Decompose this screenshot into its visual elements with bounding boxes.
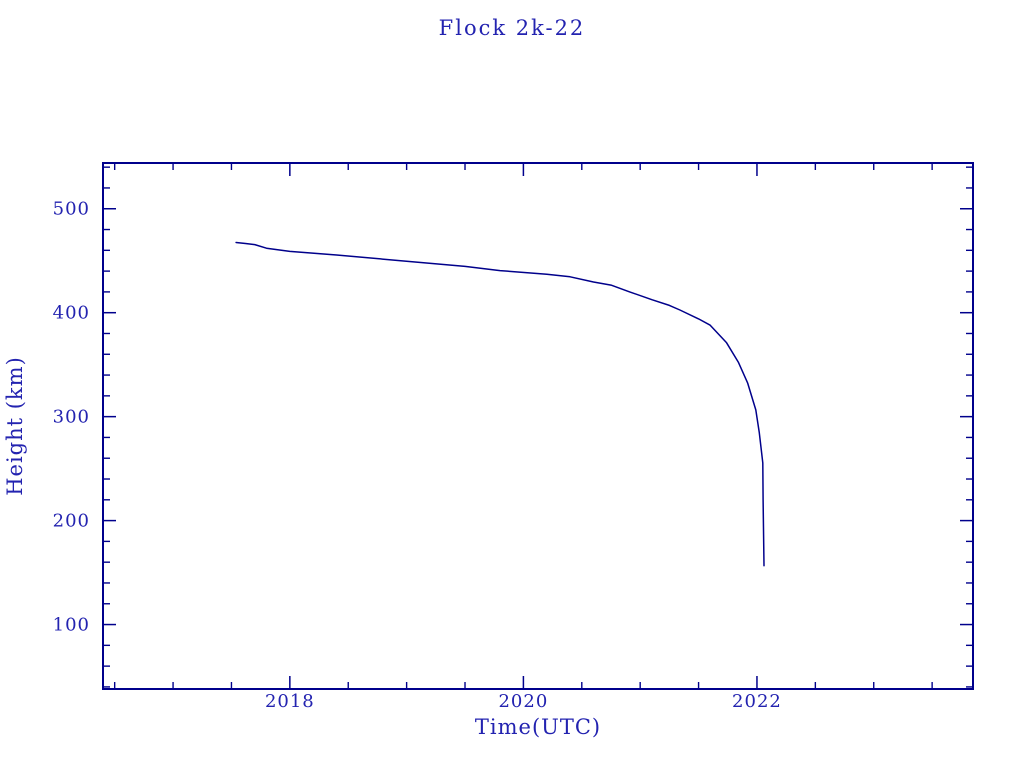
y-tick-label: 100 xyxy=(53,615,90,636)
y-tick-label: 200 xyxy=(53,511,90,532)
x-axis-label: Time(UTC) xyxy=(474,715,602,739)
height-curve xyxy=(235,241,765,567)
y-tick-label: 500 xyxy=(53,199,90,220)
x-tick-label: 2022 xyxy=(732,691,782,712)
y-tick-label: 300 xyxy=(53,407,90,428)
chart-title: Flock 2k-22 xyxy=(438,16,586,40)
plot-border xyxy=(102,162,974,690)
x-tick-label: 2018 xyxy=(265,691,315,712)
x-tick-label: 2020 xyxy=(498,691,548,712)
y-tick-label: 400 xyxy=(53,303,90,324)
